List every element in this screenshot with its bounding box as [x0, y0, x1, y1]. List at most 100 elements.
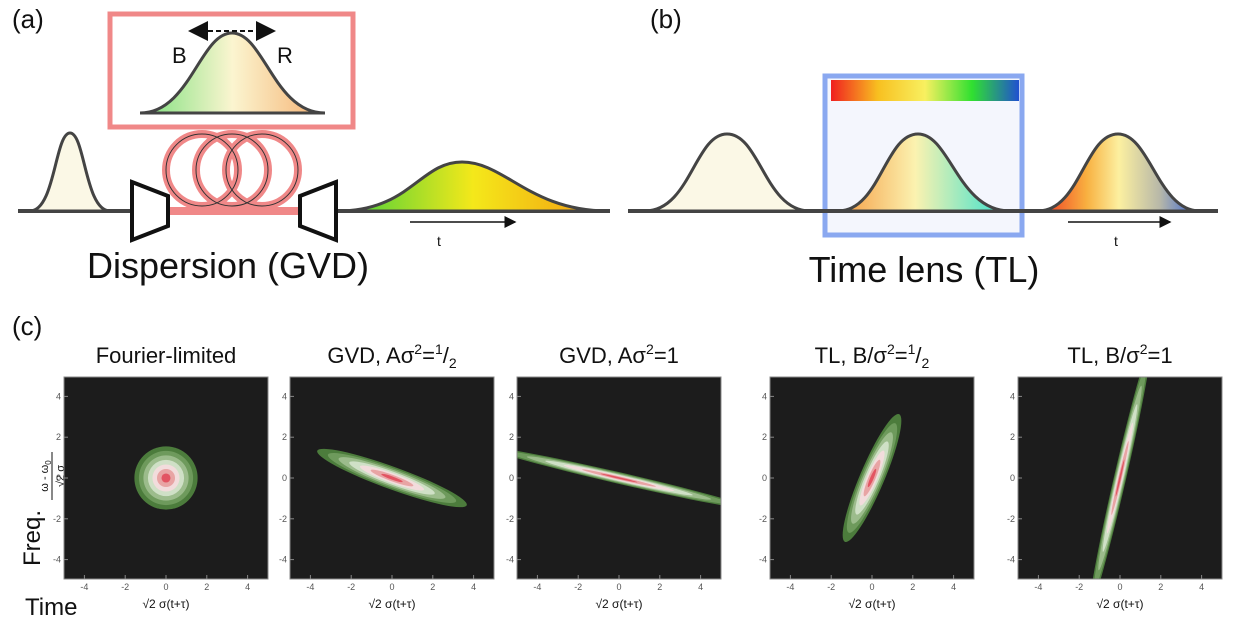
title-part: 2 [449, 355, 457, 371]
title-part: TL, B/σ [1067, 343, 1140, 368]
coupler [298, 179, 338, 243]
panel-label: (a) [12, 4, 44, 34]
x-tick-label: -4 [786, 582, 794, 592]
y-tick-label: 2 [282, 432, 287, 442]
title-part: 2 [922, 355, 930, 371]
title-part: GVD, Aσ [559, 343, 646, 368]
blue-label: B [172, 43, 187, 68]
title-part: 2 [414, 341, 422, 357]
title-part: TL, B/σ [815, 343, 888, 368]
x-tick-label: -4 [306, 582, 314, 592]
plots: Fourier-limited -4 -2 0 2 4 -4 -2 0 2 4 √2 σ(t+τ) GV… [53, 341, 1223, 611]
plot-title: Fourier-limited [96, 343, 237, 368]
pulse [29, 131, 111, 213]
x-tick-label: 0 [1117, 582, 1122, 592]
x-tick-label: 4 [951, 582, 956, 592]
contours [842, 413, 902, 543]
y-tick-label: 2 [762, 432, 767, 442]
caption: Dispersion (GVD) [87, 245, 369, 286]
contour [867, 468, 877, 488]
caption: Time lens (TL) [809, 249, 1040, 290]
contours [517, 447, 721, 509]
x-tick-label: 2 [657, 582, 662, 592]
y-tick-label: 0 [56, 473, 61, 483]
x-tick-label: 4 [1199, 582, 1204, 592]
x-label: √2 σ(t+τ) [595, 597, 642, 611]
axis-label: t [1114, 233, 1118, 249]
fiber [162, 130, 302, 215]
y-tick-label: 4 [762, 391, 767, 401]
y-label-numerator: ω - ω0 [39, 460, 53, 492]
title-part: 2 [646, 341, 654, 357]
title-part: = [895, 343, 908, 368]
x-tick-label: 4 [698, 582, 703, 592]
freq-label: Freq. [19, 510, 46, 566]
x-tick-label: -2 [1075, 582, 1083, 592]
y-tick-label: -4 [53, 555, 61, 565]
x-tick-label: 0 [869, 582, 874, 592]
x-tick-label: 0 [163, 582, 168, 592]
inset-box [107, 11, 356, 130]
x-tick-label: 0 [616, 582, 621, 592]
title-part: 2 [1140, 341, 1148, 357]
x-label: √2 σ(t+τ) [1096, 597, 1143, 611]
x-tick-label: 2 [204, 582, 209, 592]
y-tick-label: -4 [279, 555, 287, 565]
contours [1089, 377, 1151, 579]
pulse [337, 160, 609, 213]
x-label: √2 σ(t+τ) [142, 597, 189, 611]
y-tick-label: 0 [762, 473, 767, 483]
title-part: 2 [887, 341, 895, 357]
pulse [139, 31, 326, 115]
y-label-sub: 0 [44, 460, 53, 465]
y-tick-label: 0 [1010, 473, 1015, 483]
time-label: Time [25, 594, 77, 621]
coupler [130, 179, 170, 243]
plot-title: TL, B/σ2=1 [1067, 341, 1172, 368]
contour [161, 473, 171, 483]
title-part: / [915, 343, 922, 368]
x-tick-label: -4 [533, 582, 541, 592]
x-tick-label: 0 [389, 582, 394, 592]
x-label: √2 σ(t+τ) [368, 597, 415, 611]
title-part: Fourier-limited [96, 343, 237, 368]
y-tick-label: -4 [1007, 555, 1015, 565]
axis-label: t [437, 233, 441, 249]
y-tick-label: 4 [509, 391, 514, 401]
pulse [644, 132, 811, 213]
plot-title: GVD, Aσ2=1 [559, 341, 679, 368]
plot-title: GVD, Aσ2=1/2 [327, 341, 457, 371]
y-tick-label: -4 [506, 555, 514, 565]
y-tick-label: -4 [759, 555, 767, 565]
y-tick-label: 4 [1010, 391, 1015, 401]
y-tick-label: 2 [509, 432, 514, 442]
color-bar [831, 80, 1019, 101]
title-part: 1 [435, 341, 443, 357]
plot: Fourier-limited -4 -2 0 2 4 -4 -2 0 2 4 √2 σ(t+τ) [53, 343, 269, 611]
contour [381, 473, 403, 483]
x-tick-label: -2 [347, 582, 355, 592]
title-part: 1 [908, 341, 916, 357]
contour [1115, 459, 1125, 497]
pulse [1037, 132, 1201, 213]
x-tick-label: -4 [80, 582, 88, 592]
y-label-text: ω - ω [39, 464, 51, 491]
y-tick-label: 0 [282, 473, 287, 483]
contours [317, 448, 467, 508]
panel-label: (c) [12, 311, 42, 341]
y-tick-label: 2 [1010, 432, 1015, 442]
y-tick-label: 2 [56, 432, 61, 442]
title-part: =1 [1147, 343, 1172, 368]
y-tick-label: -2 [279, 514, 287, 524]
y-tick-label: 4 [282, 391, 287, 401]
contours [134, 446, 198, 510]
title-part: = [422, 343, 435, 368]
x-tick-label: -2 [827, 582, 835, 592]
x-tick-label: -2 [121, 582, 129, 592]
y-tick-label: -2 [53, 514, 61, 524]
title-part: GVD, Aσ [327, 343, 414, 368]
x-tick-label: -2 [574, 582, 582, 592]
